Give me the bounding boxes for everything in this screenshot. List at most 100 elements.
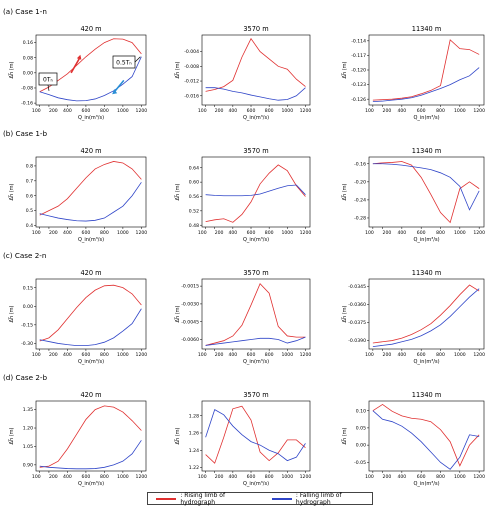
- x-tick-label: 800: [100, 474, 109, 480]
- series-rising-line: [39, 161, 142, 216]
- y-tick-label: -0.05: [354, 460, 366, 466]
- y-tick-label: -0.0015: [181, 284, 199, 290]
- x-tick-label: 800: [265, 474, 274, 480]
- x-tick-label: 1000: [117, 352, 129, 358]
- x-tick-label: 1200: [136, 474, 148, 480]
- x-tick-label: 200: [383, 108, 392, 114]
- case-row-1: (a) Case 1-n 420 m 100 200 400 600 800 1000 1200…: [3, 7, 485, 121]
- x-tick-label: 400: [63, 352, 72, 358]
- falling-arrow-icon: [113, 79, 125, 94]
- x-tick-label: 200: [383, 474, 392, 480]
- x-tick-label: 1000: [281, 230, 293, 236]
- x-tick-label: 400: [63, 230, 72, 236]
- plot-frame: [35, 34, 147, 106]
- plot-frame: [368, 278, 485, 350]
- y-tick-label: 1.05: [23, 444, 33, 450]
- y-tick-label: 1.26: [189, 431, 199, 437]
- x-tick-label: 100: [365, 230, 374, 236]
- x-tick-label: 600: [82, 230, 91, 236]
- x-tick-label: 600: [247, 474, 256, 480]
- y-tick-label: -0.16: [354, 161, 366, 167]
- x-axis-label: Q_in(m³/s): [78, 237, 104, 243]
- x-tick-label: 1000: [117, 474, 129, 480]
- y-tick-label: 0.52: [189, 208, 199, 214]
- panel-3-2: 3570 m 100 200 400 600 800 1000 1200 -0.0015 -0.0…: [174, 269, 311, 365]
- x-tick-label: 600: [247, 352, 256, 358]
- x-tick-label: 200: [215, 474, 224, 480]
- x-tick-label: 800: [265, 108, 274, 114]
- x-axis-label: Q_in(m³/s): [243, 237, 269, 243]
- x-axis-label: Q_in(m³/s): [413, 481, 439, 487]
- series-rising-line: [372, 161, 480, 224]
- x-tick-label: 400: [397, 108, 406, 114]
- y-tick-label: -0.126: [351, 97, 366, 103]
- x-tick-label: 1200: [300, 108, 312, 114]
- y-axis-label: Δh̅ (m): [341, 305, 348, 322]
- y-tick-label: 0.15: [23, 285, 33, 291]
- plot-frame: [35, 278, 147, 350]
- panel-title: 11340 m: [412, 147, 442, 155]
- x-tick-label: 100: [198, 352, 207, 358]
- annotation-pointer-0th: [47, 84, 50, 91]
- y-axis-label: Δh̅ (m): [8, 183, 15, 200]
- x-tick-label: 1200: [473, 352, 485, 358]
- panel-title: 3570 m: [243, 147, 268, 155]
- y-axis-label: Δh̅ (m): [8, 305, 15, 322]
- x-axis-label: Q_in(m³/s): [243, 359, 269, 365]
- x-tick-label: 800: [265, 352, 274, 358]
- x-tick-label: 1000: [117, 230, 129, 236]
- y-tick-label: -0.016: [184, 93, 199, 99]
- case-title: (b) Case 1-b: [3, 129, 47, 138]
- y-tick-label: 0.64: [189, 165, 199, 171]
- x-tick-label: 100: [198, 474, 207, 480]
- y-tick-label: 1.20: [23, 426, 33, 432]
- x-axis-label: Q_in(m³/s): [413, 115, 439, 121]
- x-tick-label: 400: [228, 474, 237, 480]
- x-tick-label: 200: [49, 474, 58, 480]
- series-falling-line: [205, 409, 306, 462]
- y-tick-label: -0.0360: [348, 302, 366, 308]
- series-falling-line: [372, 67, 480, 102]
- y-tick-label: -0.114: [351, 38, 366, 44]
- plot-frame: [35, 400, 147, 472]
- x-tick-label: 100: [198, 230, 207, 236]
- case-title: (a) Case 1-n: [3, 7, 47, 16]
- y-tick-label: -0.117: [351, 53, 366, 59]
- legend-label-falling: : Falling limb of hydrograph: [295, 491, 342, 506]
- series-falling-line: [372, 410, 480, 470]
- panel-title: 11340 m: [412, 269, 442, 277]
- y-tick-label: 1.22: [189, 465, 199, 471]
- series-rising-line: [205, 405, 306, 464]
- legend-item-rising: : Rising limb of hydrograph: [156, 492, 256, 506]
- panel-title: 3570 m: [243, 269, 268, 277]
- plot-frame: [201, 34, 311, 106]
- series-rising-line: [372, 284, 480, 344]
- series-falling-line: [39, 182, 142, 222]
- series-rising-line: [372, 403, 480, 467]
- panel-title: 3570 m: [243, 25, 268, 33]
- panel-title: 420 m: [80, 391, 101, 399]
- y-tick-label: -0.0060: [181, 337, 199, 343]
- x-tick-label: 800: [265, 230, 274, 236]
- rising-arrow-icon: [70, 56, 82, 74]
- y-tick-label: -0.08: [21, 86, 33, 92]
- y-axis-label: Δh̅ (m): [8, 61, 15, 78]
- x-tick-label: 600: [82, 108, 91, 114]
- x-tick-label: 100: [198, 108, 207, 114]
- y-tick-label: -0.20: [354, 179, 366, 185]
- y-tick-label: 0.7: [26, 178, 33, 184]
- plot-frame: [35, 156, 147, 228]
- y-tick-label: 1.28: [189, 413, 199, 419]
- y-tick-label: 0.00: [23, 70, 33, 76]
- plot-frame: [201, 400, 311, 472]
- y-tick-label: -0.0375: [348, 320, 366, 326]
- y-axis-label: Δh̅ (m): [174, 427, 181, 444]
- x-axis-label: Q_in(m³/s): [78, 359, 104, 365]
- y-tick-label: 0.8: [26, 164, 33, 170]
- falling-arrowhead-icon: [112, 89, 118, 95]
- x-tick-label: 1200: [136, 108, 148, 114]
- x-tick-label: 200: [49, 352, 58, 358]
- x-tick-label: 1200: [136, 230, 148, 236]
- annotation-half: 0.5Tₕ: [116, 60, 132, 67]
- rising-arrowhead-icon: [76, 54, 82, 60]
